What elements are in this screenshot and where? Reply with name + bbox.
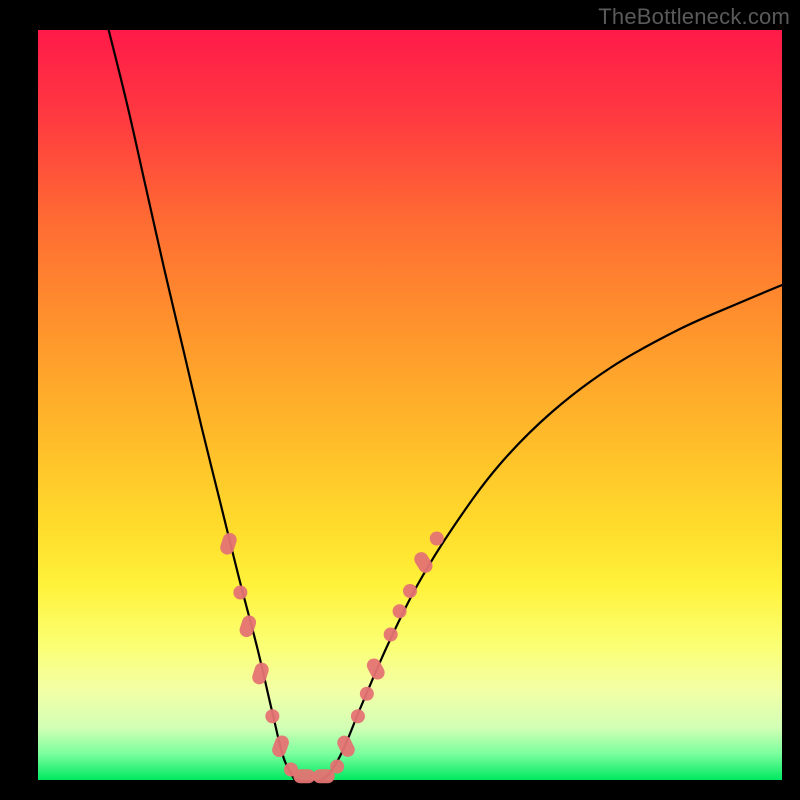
bottleneck-chart — [0, 0, 800, 800]
overlay-dot — [233, 586, 247, 600]
overlay-dot — [265, 709, 279, 723]
overlay-dot — [393, 604, 407, 618]
overlay-dot — [430, 532, 444, 546]
overlay-capsule — [293, 769, 315, 783]
overlay-dot — [403, 584, 417, 598]
watermark-text: TheBottleneck.com — [598, 4, 790, 30]
plot-background-gradient — [38, 30, 782, 780]
overlay-dot — [330, 760, 344, 774]
chart-stage: TheBottleneck.com — [0, 0, 800, 800]
overlay-capsule — [313, 769, 335, 783]
overlay-dot — [351, 709, 365, 723]
overlay-dot — [384, 628, 398, 642]
overlay-dot — [360, 687, 374, 701]
